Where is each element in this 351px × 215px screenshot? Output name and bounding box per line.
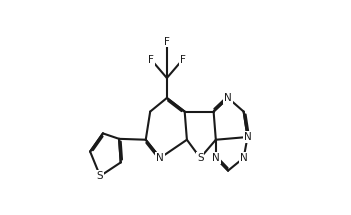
Text: F: F: [164, 37, 170, 47]
Text: N: N: [156, 153, 164, 163]
Text: N: N: [240, 153, 247, 163]
Text: S: S: [197, 153, 204, 163]
Text: N: N: [244, 132, 251, 142]
Text: N: N: [212, 153, 220, 163]
Text: F: F: [148, 55, 154, 65]
Text: N: N: [224, 93, 232, 103]
Text: S: S: [97, 171, 104, 181]
Text: F: F: [179, 55, 185, 65]
